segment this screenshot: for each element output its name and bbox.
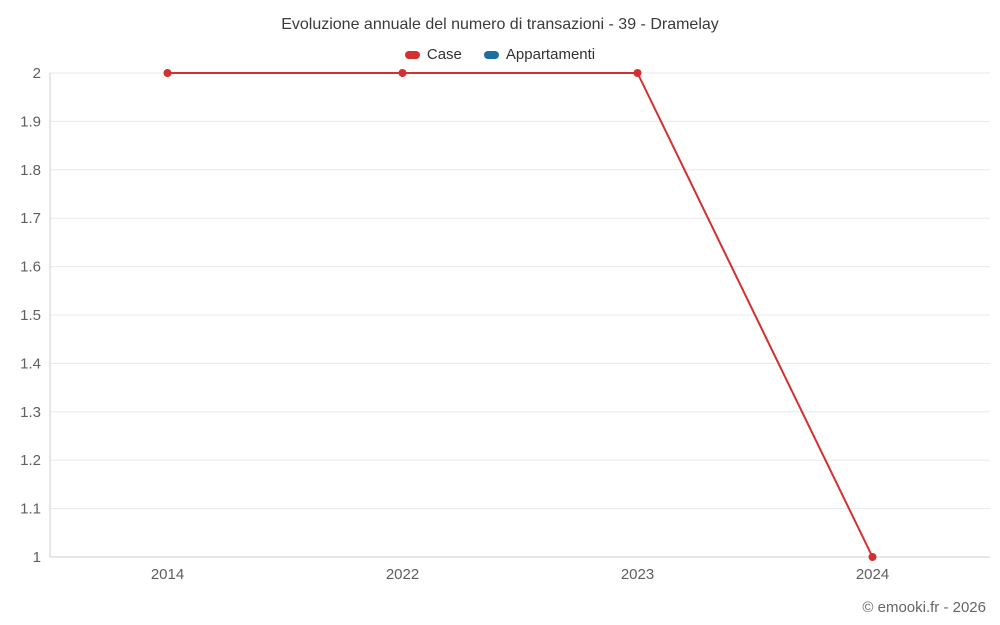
- x-tick-label: 2024: [856, 566, 889, 583]
- x-tick-label: 2014: [151, 566, 184, 583]
- y-tick-label: 1.7: [20, 210, 41, 227]
- legend-marker-icon: [404, 50, 420, 59]
- y-tick-label: 1.6: [20, 259, 41, 276]
- legend-item[interactable]: Appartamenti: [483, 46, 596, 63]
- x-tick-label: 2023: [621, 566, 654, 583]
- x-tick-label: 2022: [386, 566, 419, 583]
- y-tick-label: 1.5: [20, 307, 41, 324]
- chart-credit: © emooki.fr - 2026: [862, 599, 986, 616]
- y-tick-label: 1: [33, 549, 41, 566]
- legend-label: Appartamenti: [505, 46, 596, 63]
- data-point[interactable]: [633, 69, 642, 77]
- y-tick-label: 1.8: [20, 162, 41, 179]
- legend-marker-icon: [483, 50, 499, 59]
- series-line: [166, 72, 874, 558]
- legend-item[interactable]: Case: [404, 46, 462, 63]
- legend-label: Case: [426, 46, 462, 63]
- y-tick-label: 1.9: [20, 113, 41, 130]
- chart-legend: Case Appartamenti: [0, 46, 1000, 63]
- y-tick-label: 1.3: [20, 404, 41, 421]
- y-tick-label: 1.4: [20, 355, 41, 372]
- chart-title: Evoluzione annuale del numero di transaz…: [281, 16, 719, 33]
- y-tick-label: 1.2: [20, 452, 41, 469]
- data-point[interactable]: [868, 553, 877, 561]
- data-point[interactable]: [163, 69, 172, 77]
- data-point[interactable]: [398, 69, 407, 77]
- y-tick-label: 1.1: [20, 501, 41, 518]
- y-tick-label: 2: [33, 65, 41, 82]
